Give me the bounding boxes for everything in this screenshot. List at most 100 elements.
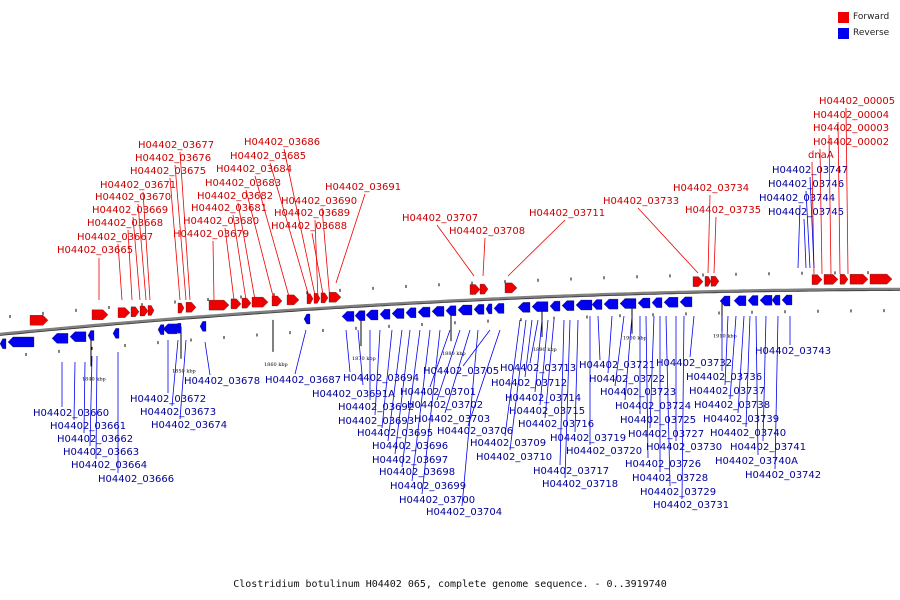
forward-gene-label: H04402_03671 (100, 180, 176, 191)
reverse-leader-line (755, 315, 759, 456)
reverse-gene-label: H04402_03673 (140, 407, 216, 418)
forward-color-swatch (838, 11, 849, 23)
forward-gene-label: H04402_00005 (819, 96, 895, 107)
reverse-leader-line (467, 329, 501, 427)
reverse-leader-line (95, 355, 98, 460)
reverse-gene-label: H04402_03744 (759, 193, 835, 204)
reverse-leader-line (421, 329, 441, 495)
forward-gene-label: H04402_03735 (685, 205, 761, 216)
forward-gene-label: H04402_03677 (138, 140, 214, 151)
reverse-gene-label: H04402_03678 (184, 376, 260, 387)
reverse-leader-line (387, 329, 403, 442)
reverse-leader-line (559, 319, 565, 466)
reverse-gene-label: H04402_03706 (437, 426, 513, 437)
forward-gene-label: H04402_03684 (216, 164, 292, 175)
forward-leader-line (269, 162, 311, 301)
reverse-gene-label: H04402_03717 (533, 466, 609, 477)
reverse-gene-label: H04402_03691A (312, 389, 395, 400)
forward-gene-arrow (139, 305, 149, 317)
forward-leader-line (845, 107, 849, 275)
reverse-gene-label: H04402_03746 (768, 179, 844, 190)
reverse-gene-label: H04402_03696 (372, 441, 448, 452)
reverse-leader-line (504, 319, 521, 437)
forward-gene-arrow (869, 273, 893, 285)
reverse-gene-arrow (391, 308, 405, 319)
forward-gene-label: H04402_03689 (274, 208, 350, 219)
reverse-gene-label: H04402_03702 (407, 400, 483, 411)
forward-gene-arrow (29, 315, 49, 326)
forward-gene-arrow (208, 299, 230, 311)
reverse-gene-arrow (759, 295, 773, 306)
reverse-gene-label: H04402_03698 (379, 467, 455, 478)
reverse-gene-label: H04402_03703 (414, 414, 490, 425)
genome-backbone-edge (0, 290, 900, 336)
reverse-gene-label: H04402_03663 (63, 447, 139, 458)
forward-gene-label: H04402_03711 (529, 208, 605, 219)
reverse-gene-label: H04402_03747 (772, 165, 848, 176)
forward-leader-line (837, 121, 841, 275)
reverse-gene-label: H04402_03724 (615, 401, 691, 412)
genome-caption: Clostridium botulinum H04402 065, comple… (233, 579, 667, 590)
reverse-gene-label: H04402_03660 (33, 408, 109, 419)
reverse-gene-arrow (747, 295, 759, 306)
reverse-leader-line (462, 329, 491, 367)
reverse-gene-arrow (485, 303, 493, 315)
reverse-gene-arrow (719, 295, 731, 307)
reverse-leader-line (665, 315, 671, 487)
reverse-gene-label: H04402_03745 (768, 207, 844, 218)
reverse-gene-label: H04402_03740A (715, 456, 798, 467)
reverse-leader-line (204, 341, 211, 376)
reverse-gene-arrow (157, 324, 165, 335)
forward-gene-label: H04402_03667 (77, 232, 153, 243)
reverse-color-swatch (838, 27, 849, 39)
forward-gene-arrow (704, 276, 712, 287)
reverse-leader-line (345, 329, 351, 373)
reverse-leader-line (73, 361, 76, 421)
reverse-leader-line (624, 315, 633, 401)
reverse-leader-line (89, 355, 93, 447)
reverse-leader-line (597, 315, 601, 361)
reverse-gene-label: H04402_03726 (625, 459, 701, 470)
forward-gene-label: H04402_03708 (449, 226, 525, 237)
forward-leader-line (283, 148, 317, 301)
forward-gene-arrow (692, 276, 704, 287)
legend-label-reverse: Reverse (853, 28, 890, 38)
genome-backbone (0, 287, 900, 336)
forward-gene-arrow (849, 274, 869, 285)
reverse-gene-arrow (0, 338, 7, 349)
reverse-leader-line (774, 315, 779, 470)
forward-leader-line (311, 232, 325, 301)
forward-gene-arrow (241, 297, 252, 309)
scale-label: 1840 kbp (82, 376, 106, 382)
reverse-gene-arrow (637, 297, 651, 309)
reverse-gene-label: H04402_03732 (656, 358, 732, 369)
reverse-gene-arrow (457, 304, 473, 316)
reverse-gene-label: H04402_03730 (646, 442, 722, 453)
reverse-gene-label: H04402_03740 (710, 428, 786, 439)
reverse-leader-line (374, 329, 381, 416)
forward-gene-arrow (479, 283, 489, 295)
forward-leader-line (127, 229, 133, 301)
reverse-gene-arrow (379, 309, 391, 320)
reverse-leader-line (809, 176, 815, 269)
forward-gene-label: H04402_03685 (230, 151, 306, 162)
reverse-gene-arrow (112, 328, 120, 339)
forward-leader-line (482, 237, 486, 277)
forward-leader-line (828, 134, 832, 275)
reverse-gene-arrow (162, 323, 178, 335)
forward-gene-label: H04402_03680 (183, 216, 259, 227)
forward-gene-label: H04402_03665 (57, 245, 133, 256)
forward-gene-label: H04402_03670 (95, 192, 171, 203)
forward-leader-line (117, 243, 123, 301)
reverse-leader-line (689, 315, 695, 358)
reverse-gene-label: H04402_03694 (343, 373, 419, 384)
reverse-gene-arrow (679, 296, 693, 308)
reverse-gene-arrow (575, 299, 593, 311)
reverse-gene-arrow (303, 313, 311, 325)
reverse-leader-line (539, 319, 549, 406)
forward-leader-line (254, 175, 291, 301)
reverse-gene-label: H04402_03713 (500, 363, 576, 374)
reverse-gene-label: H04402_03701 (400, 387, 476, 398)
reverse-leader-line (357, 329, 364, 386)
legend-label-forward: Forward (853, 12, 890, 22)
